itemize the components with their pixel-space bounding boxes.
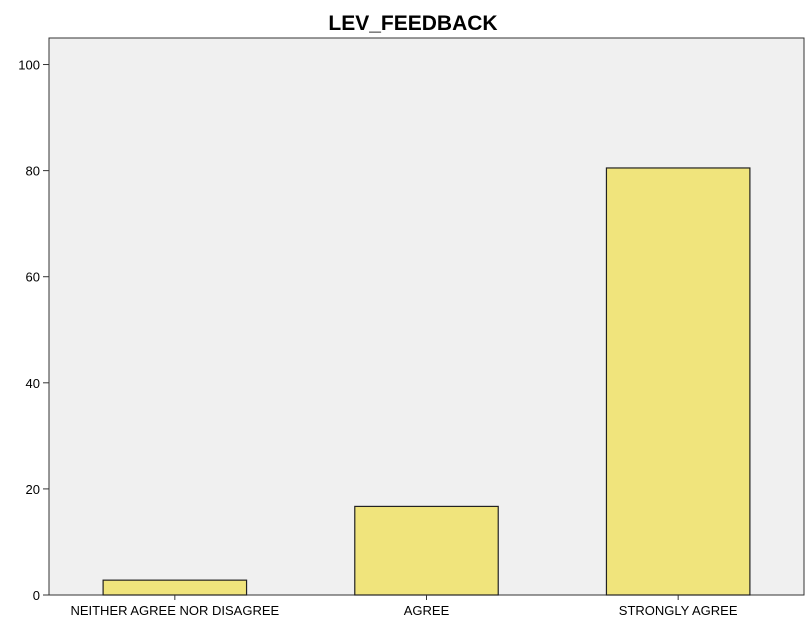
x-category-label: AGREE [404,603,450,618]
y-tick-label: 100 [18,58,40,73]
x-axis: NEITHER AGREE NOR DISAGREE AGREE STRONGLY … [70,595,738,618]
y-tick-label: 60 [26,270,40,285]
bars-group [102,167,751,596]
y-tick-label: 80 [26,164,40,179]
x-category-label: STRONGLY AGREE [619,603,738,618]
y-tick-label: 40 [26,376,40,391]
y-axis: 0 20 40 60 80 100 [18,58,49,603]
x-category-label: NEITHER AGREE NOR DISAGREE [70,603,279,618]
chart-title: LEV_FEEDBACK [328,12,497,35]
bar-neither-agree-nor-disagree [102,579,248,596]
y-tick-label: 20 [26,482,40,497]
y-tick-label: 0 [33,588,40,603]
bar-strongly-agree [605,167,751,596]
bar-agree [354,505,499,596]
